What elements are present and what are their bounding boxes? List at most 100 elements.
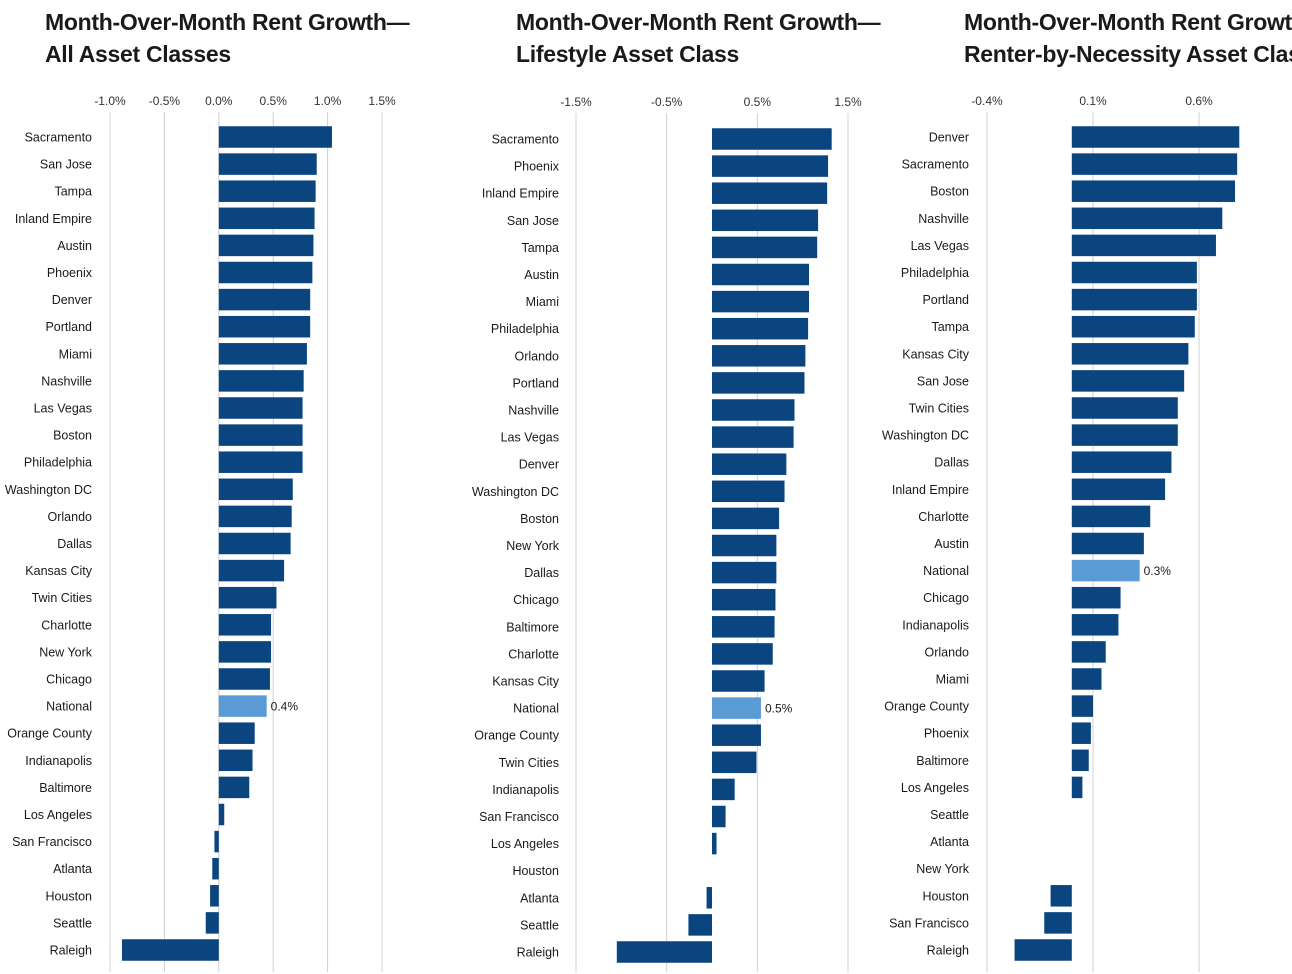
category-label-indianapolis: Indianapolis — [25, 754, 92, 768]
chart-title-line-1: Month-Over-Month Rent Growth— — [516, 9, 881, 35]
category-label-boston: Boston — [930, 185, 969, 199]
category-label-portland: Portland — [512, 376, 559, 390]
bar-chart-all-asset-classes: -1.0% -0.5% 0.0% 0.5% 1.0% 1.5% Sacramento San … — [5, 94, 396, 972]
category-label-phoenix: Phoenix — [514, 160, 560, 174]
category-label-orlando: Orlando — [925, 645, 970, 659]
category-label-indianapolis: Indianapolis — [902, 618, 969, 632]
bar-baltimore — [1071, 749, 1089, 772]
category-label-denver: Denver — [519, 458, 559, 472]
category-label-las-vegas: Las Vegas — [34, 402, 92, 416]
bar-washington-dc — [712, 480, 785, 503]
bar-san-francisco — [712, 805, 726, 828]
bar-los-angeles — [712, 832, 717, 855]
category-label-atlanta: Atlanta — [930, 835, 969, 849]
data-label-national: 0.3% — [1144, 564, 1172, 578]
bar-indianapolis — [218, 749, 253, 772]
category-label-philadelphia: Philadelphia — [24, 456, 92, 470]
category-label-portland: Portland — [922, 293, 969, 307]
data-label-national: 0.5% — [765, 702, 793, 716]
bar-twin-cities — [1071, 397, 1178, 419]
category-label-charlotte: Charlotte — [918, 510, 969, 524]
category-label-new-york: New York — [39, 645, 93, 659]
category-label-chicago: Chicago — [513, 593, 559, 607]
bar-atlanta — [212, 857, 219, 880]
x-tick-label: -1.0% — [94, 94, 126, 108]
category-label-austin: Austin — [934, 537, 969, 551]
bar-inland-empire — [218, 207, 315, 230]
category-label-sacramento: Sacramento — [25, 131, 92, 145]
category-label-dallas: Dallas — [524, 566, 559, 580]
category-label-denver: Denver — [929, 131, 969, 145]
bar-orlando — [1071, 641, 1106, 663]
category-label-seattle: Seattle — [520, 918, 559, 932]
x-tick-label: -0.4% — [971, 94, 1003, 108]
x-tick-label: -0.5% — [149, 94, 181, 108]
bar-indianapolis — [712, 778, 735, 801]
category-label-national: National — [923, 564, 969, 578]
bar-national — [712, 697, 761, 719]
bar-chart-renter-by-necessity-asset-class: -0.4% 0.1% 0.6% Denver Sacramento Boston Nashv… — [882, 94, 1240, 972]
bar-indianapolis — [1071, 614, 1119, 636]
category-label-nashville: Nashville — [508, 404, 559, 418]
bar-austin — [218, 234, 314, 257]
bar-inland-empire — [1071, 478, 1166, 501]
category-label-chicago: Chicago — [923, 591, 969, 605]
bar-miami — [712, 290, 810, 313]
bar-sacramento — [218, 126, 332, 148]
y-axis-category-labels: Denver Sacramento Boston Nashville Las Vegas… — [882, 131, 970, 958]
y-axis-category-labels: Sacramento Phoenix Inland Empire San Jose Ta… — [472, 133, 560, 960]
category-label-orange-county: Orange County — [884, 700, 970, 714]
bar-miami — [218, 343, 307, 365]
category-label-washington-dc: Washington DC — [882, 429, 969, 443]
x-tick-label: 0.5% — [260, 94, 288, 108]
category-label-national: National — [46, 700, 92, 714]
category-label-seattle: Seattle — [930, 808, 969, 822]
y-axis-category-labels: Sacramento San Jose Tampa Inland Empire Aust… — [5, 131, 93, 958]
bar-charlotte — [218, 614, 272, 636]
category-label-austin: Austin — [524, 268, 559, 282]
category-label-raleigh: Raleigh — [927, 944, 969, 958]
category-label-tampa: Tampa — [931, 320, 969, 334]
category-label-phoenix: Phoenix — [47, 266, 93, 280]
bar-san-jose — [712, 209, 819, 232]
x-tick-label: 0.0% — [205, 94, 233, 108]
category-label-twin-cities: Twin Cities — [909, 402, 969, 416]
category-label-philadelphia: Philadelphia — [901, 266, 969, 280]
x-axis-tick-labels: -1.5% -0.5% 0.5% 1.5% — [560, 95, 862, 109]
category-label-orlando: Orlando — [515, 349, 560, 363]
x-tick-label: -0.5% — [651, 95, 683, 109]
bar-austin — [1071, 532, 1144, 555]
chart-title-line-2: All Asset Classes — [45, 41, 231, 67]
category-label-twin-cities: Twin Cities — [499, 756, 559, 770]
category-label-boston: Boston — [520, 512, 559, 526]
bar-san-francisco — [1044, 912, 1072, 934]
category-label-san-francisco: San Francisco — [889, 916, 969, 930]
bar-washington-dc — [218, 478, 293, 501]
bar-houston — [1050, 885, 1072, 907]
x-axis-tick-labels: -0.4% 0.1% 0.6% — [971, 94, 1213, 108]
category-label-atlanta: Atlanta — [53, 862, 92, 876]
bar-denver — [218, 288, 311, 311]
chart-panel-lifestyle-asset-class: Month-Over-Month Rent Growth— Lifestyle … — [440, 0, 881, 974]
category-label-san-jose: San Jose — [40, 158, 92, 172]
category-label-los-angeles: Los Angeles — [24, 808, 92, 822]
bar-nashville — [712, 399, 795, 421]
bar-philadelphia — [712, 317, 809, 340]
bar-raleigh — [616, 941, 712, 963]
bar-nashville — [1071, 207, 1223, 230]
category-label-las-vegas: Las Vegas — [911, 239, 969, 253]
chart-title-line-2: Renter-by-Necessity Asset Class — [964, 41, 1292, 67]
bars — [616, 128, 832, 963]
bar-phoenix — [712, 155, 829, 177]
category-label-sacramento: Sacramento — [492, 133, 559, 147]
bar-tampa — [1071, 315, 1195, 338]
category-label-dallas: Dallas — [57, 537, 92, 551]
category-label-houston: Houston — [922, 889, 969, 903]
bar-raleigh — [121, 939, 219, 961]
bar-philadelphia — [1071, 261, 1197, 284]
bar-baltimore — [218, 776, 250, 799]
chart-title-line-1: Month-Over-Month Rent Growth— — [45, 9, 410, 35]
category-label-inland-empire: Inland Empire — [892, 483, 969, 497]
bar-dallas — [218, 532, 291, 555]
category-label-orange-county: Orange County — [7, 727, 93, 741]
